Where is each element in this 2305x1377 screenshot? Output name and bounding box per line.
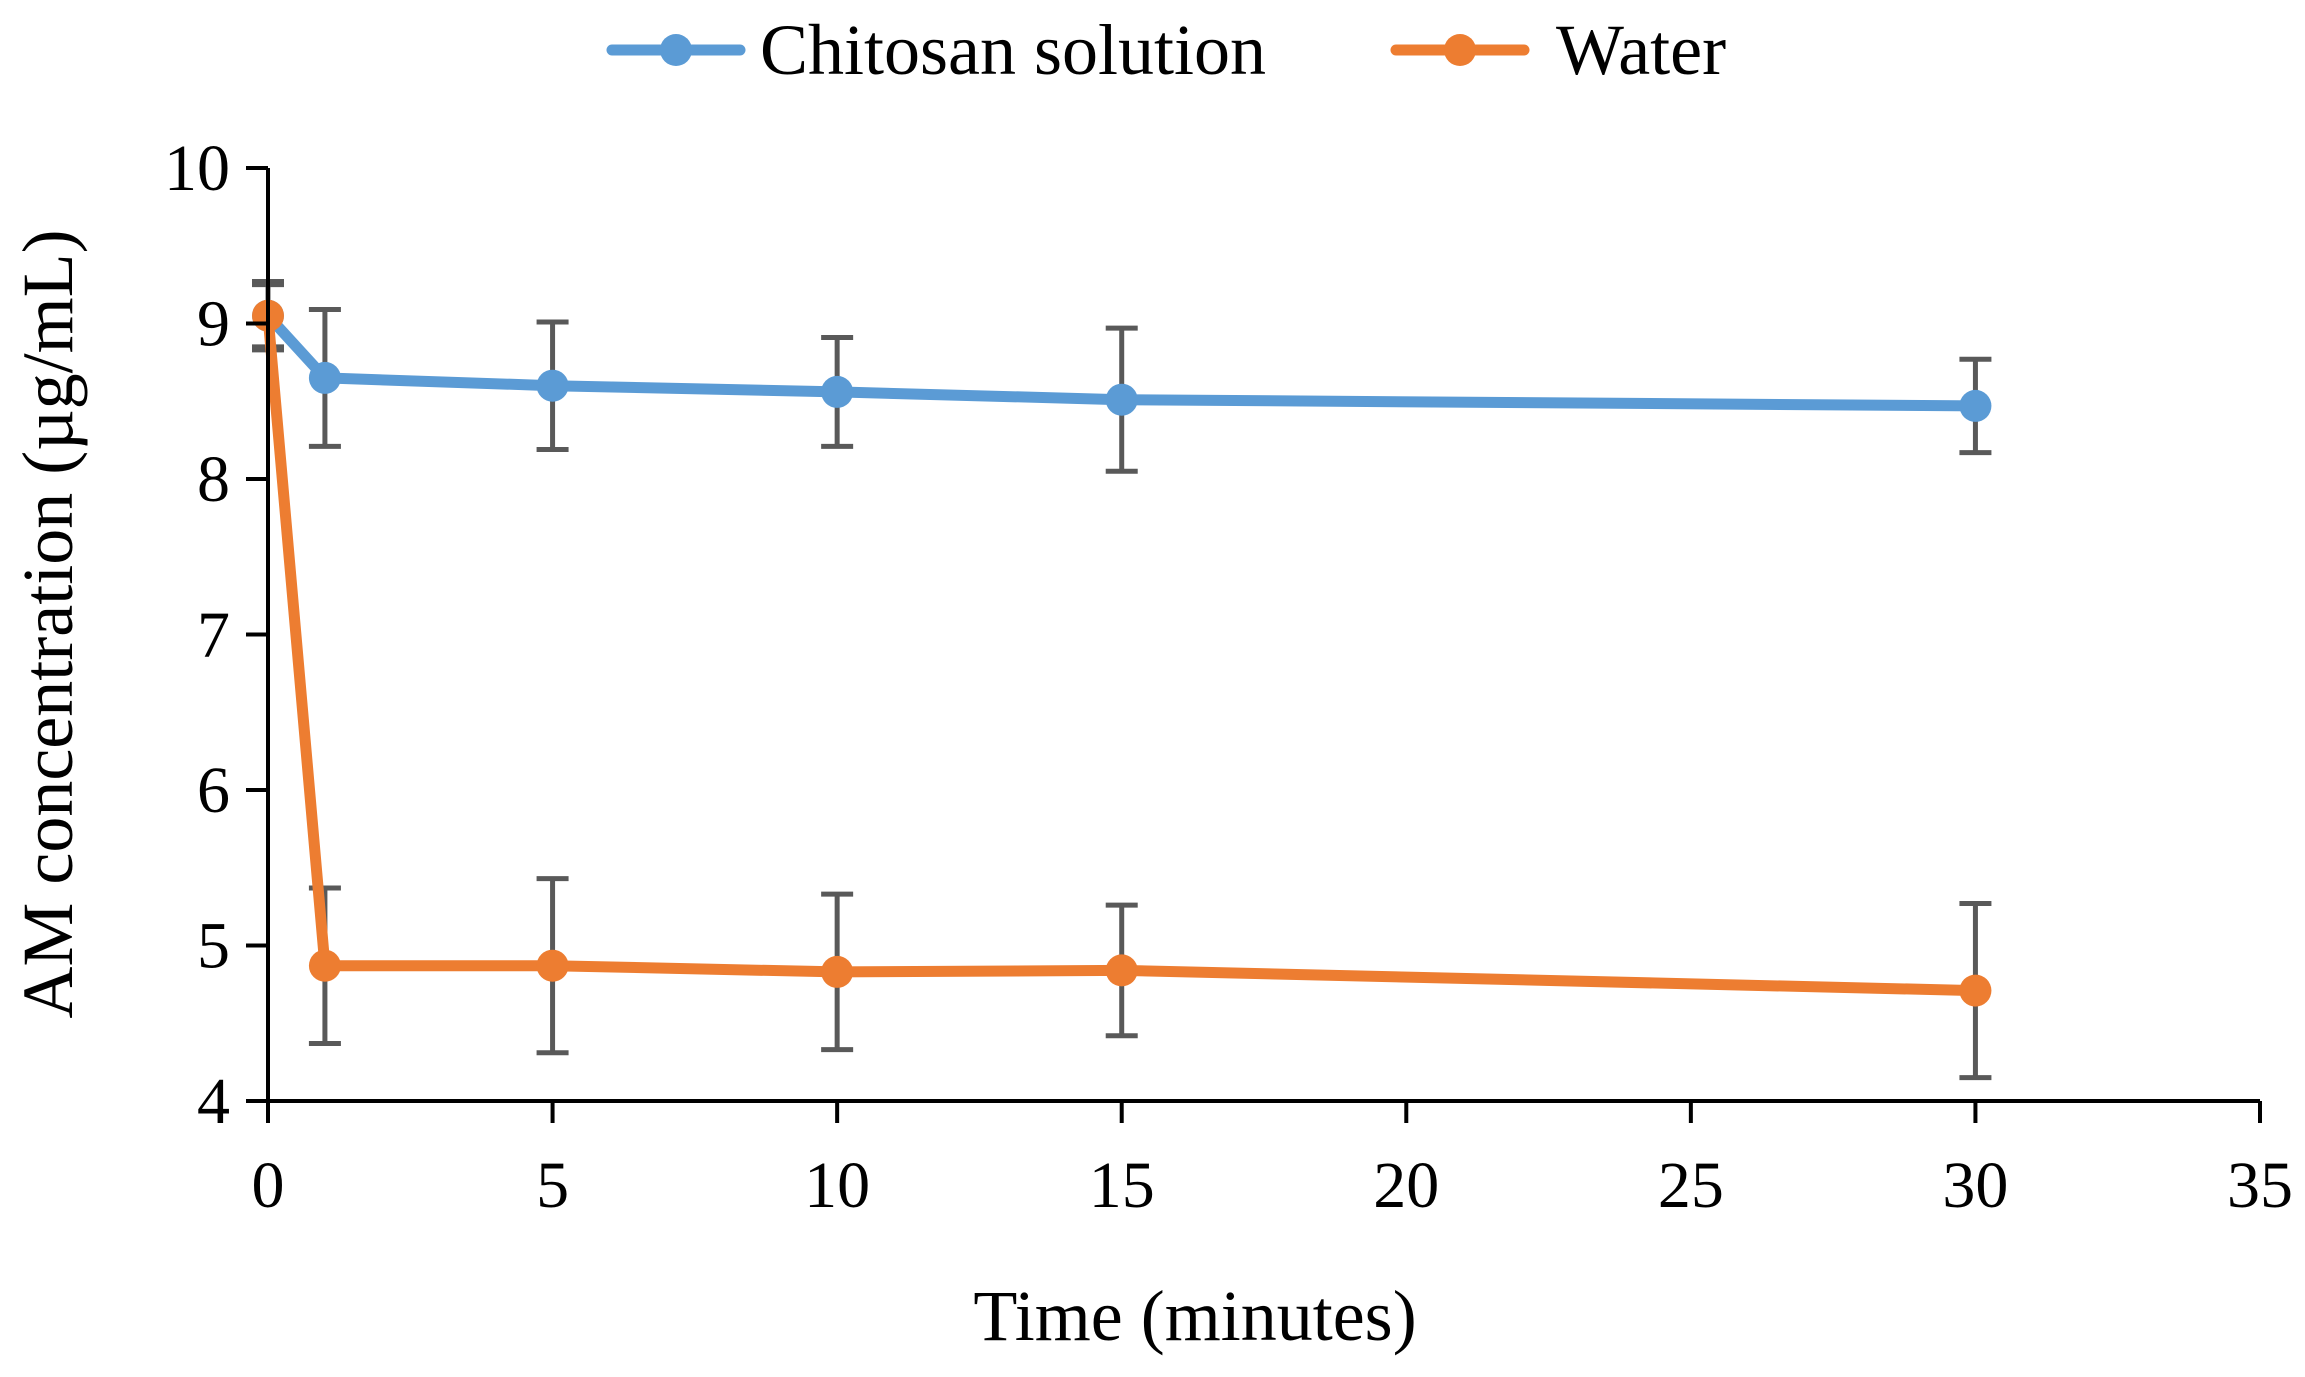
data-point-0-4 [1105, 383, 1138, 416]
y-axis-title: AM concentration (µg/mL) [8, 229, 88, 1018]
legend-item-0: Chitosan solution [606, 10, 1266, 90]
x-axis-title: Time (minutes) [973, 1276, 1416, 1356]
tick-labels: 4 5 6 7 8 9 10 0 5 10 15 20 25 30 35 [164, 132, 2293, 1222]
series-line-1 [262, 310, 1981, 997]
y-tick-label: 6 [197, 754, 230, 827]
x-tick-label: 25 [1658, 1149, 1724, 1222]
y-tick-label: 5 [197, 910, 230, 983]
x-tick-label: 0 [252, 1149, 285, 1222]
data-point-1-4 [1105, 954, 1138, 987]
legend-label: Chitosan solution [760, 10, 1266, 90]
legend-marker [660, 34, 692, 66]
data-point-1-1 [308, 949, 341, 982]
x-tick-label: 20 [1373, 1149, 1439, 1222]
y-tick-label: 10 [164, 132, 230, 205]
x-tick-label: 5 [536, 1149, 569, 1222]
y-tick-label: 9 [197, 288, 230, 361]
data-point-1-5 [1959, 974, 1992, 1007]
y-tick-label: 4 [197, 1065, 230, 1138]
legend-label: Water [1556, 10, 1726, 90]
legend-item-1: Water [1390, 10, 1726, 90]
y-tick-label: 7 [197, 599, 230, 672]
x-tick-label: 30 [1942, 1149, 2008, 1222]
axes [246, 166, 2262, 1123]
series-lines [252, 299, 1992, 1007]
data-point-1-2 [536, 949, 569, 982]
legend-marker [1444, 34, 1476, 66]
data-point-0-5 [1959, 389, 1992, 422]
y-tick-label: 8 [197, 443, 230, 516]
data-point-1-3 [821, 955, 854, 988]
data-point-0-2 [536, 369, 569, 402]
x-tick-label: 35 [2227, 1149, 2293, 1222]
data-point-0-1 [308, 361, 341, 394]
legend: Chitosan solution Water [606, 10, 1726, 90]
data-point-0-3 [821, 375, 854, 408]
x-tick-label: 15 [1089, 1149, 1155, 1222]
x-tick-label: 10 [804, 1149, 870, 1222]
